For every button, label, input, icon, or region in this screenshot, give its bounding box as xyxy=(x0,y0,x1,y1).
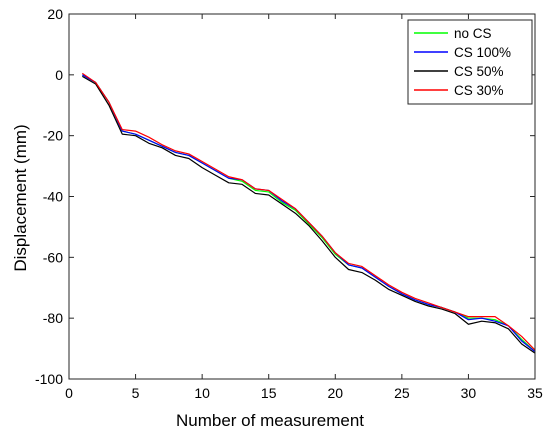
legend-label-3: CS 50% xyxy=(454,64,504,79)
legend-label-1: no CS xyxy=(454,26,492,41)
y-tick-label: -20 xyxy=(43,128,63,144)
y-tick-label: 0 xyxy=(55,67,63,83)
x-tick-label: 30 xyxy=(461,385,477,401)
series-line-3 xyxy=(82,75,536,354)
x-tick-label: 10 xyxy=(194,385,210,401)
x-axis-ticks: 0 5 10 15 20 25 30 35 xyxy=(65,14,543,401)
x-tick-label: 15 xyxy=(261,385,277,401)
x-tick-label: 0 xyxy=(65,385,73,401)
series-line-4 xyxy=(81,72,536,351)
legend: no CS CS 100% CS 50% CS 30% xyxy=(407,19,533,105)
x-tick-label: 20 xyxy=(327,385,343,401)
y-tick-label: -60 xyxy=(43,249,63,265)
x-axis-label: Number of measurement xyxy=(176,411,364,430)
y-axis-ticks: 20 0 -20 -40 -60 -80 -100 xyxy=(35,6,535,387)
y-tick-label: -80 xyxy=(43,310,63,326)
y-tick-label: -100 xyxy=(35,371,63,387)
legend-label-4: CS 30% xyxy=(454,83,504,98)
series-lines xyxy=(81,72,536,354)
x-tick-label: 25 xyxy=(394,385,410,401)
y-tick-label: 20 xyxy=(47,6,63,22)
x-tick-label: 35 xyxy=(527,385,543,401)
legend-label-2: CS 100% xyxy=(454,45,511,60)
y-tick-label: -40 xyxy=(43,189,63,205)
y-axis-label: Displacement (mm) xyxy=(11,124,30,271)
x-tick-label: 5 xyxy=(132,385,140,401)
